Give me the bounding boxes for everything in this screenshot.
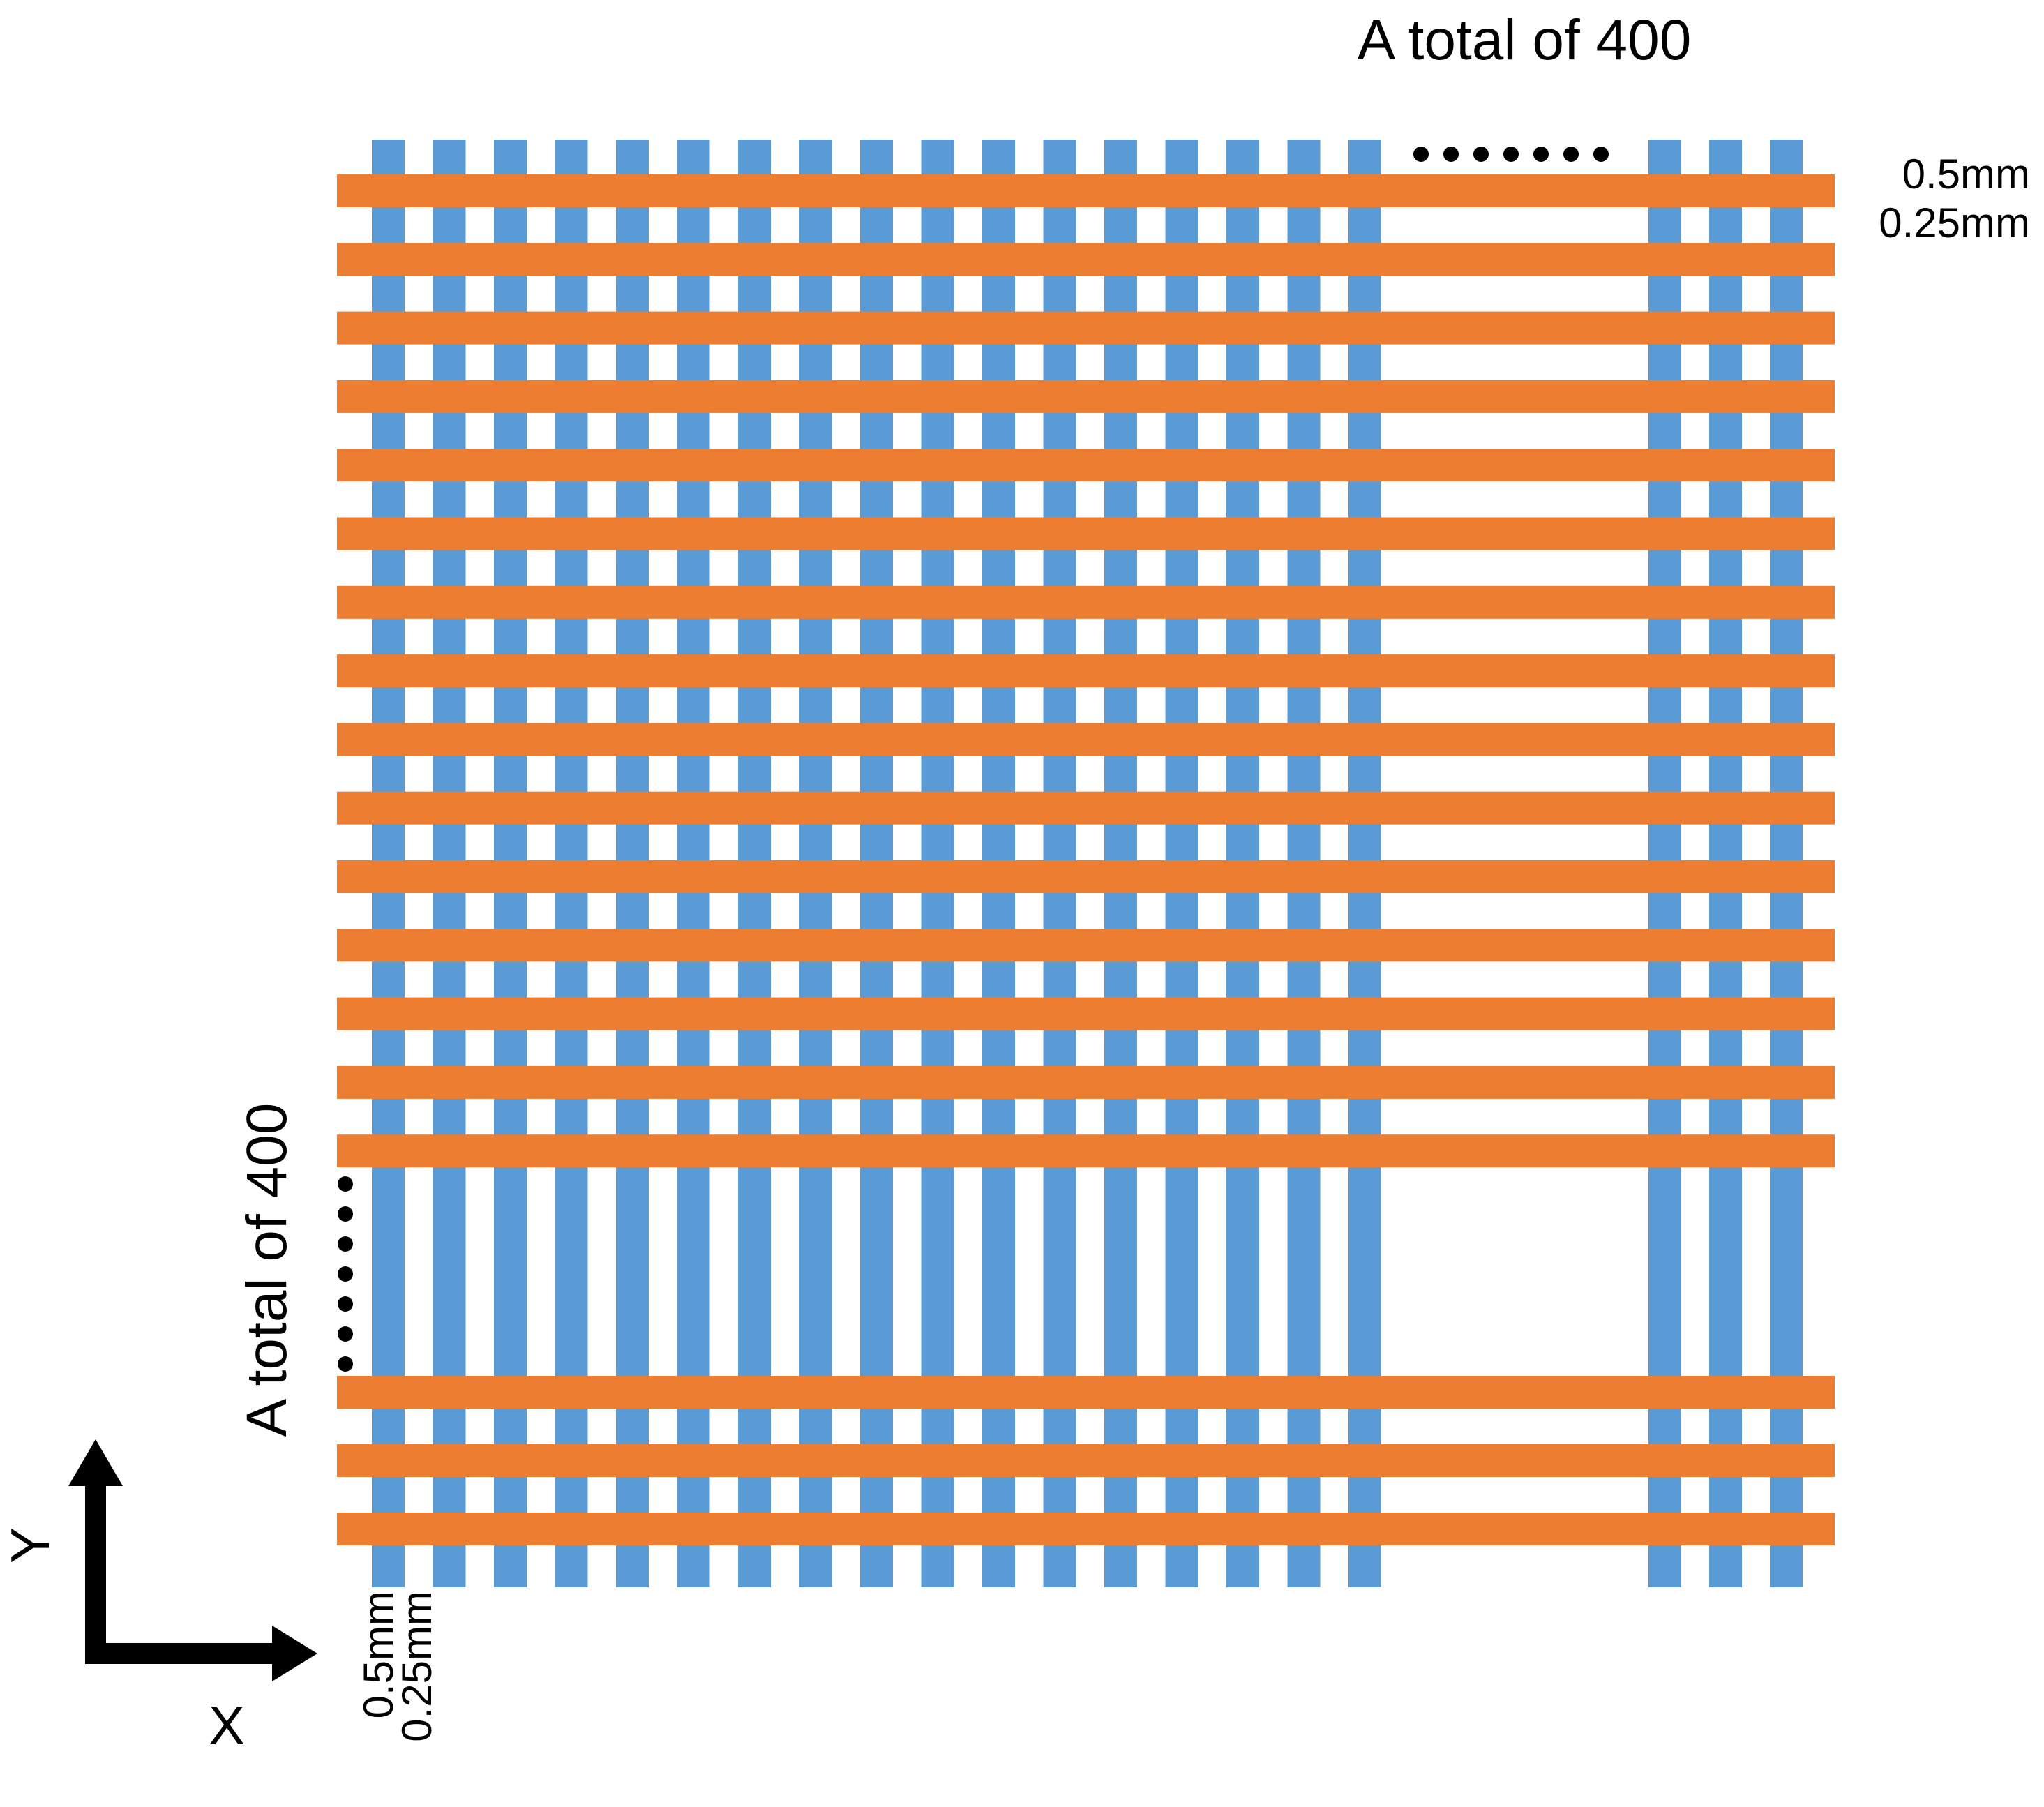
left-total-label: A total of 400 xyxy=(235,1103,299,1437)
horizontal-strips xyxy=(337,174,1835,1545)
x-axis-label: X xyxy=(209,1695,245,1756)
left-ellipsis-dots xyxy=(338,1176,353,1372)
left-ellipsis-dot xyxy=(338,1296,353,1312)
top-ellipsis-dot xyxy=(1593,147,1609,162)
top-ellipsis-dot xyxy=(1503,147,1519,162)
left-ellipsis-dot xyxy=(338,1236,353,1252)
right-width-label: 0.5mm xyxy=(1902,151,2030,197)
x-axis-arrowhead xyxy=(272,1626,317,1681)
horizontal-strip-10 xyxy=(337,791,1835,825)
x-axis-arrow xyxy=(85,1626,317,1681)
horizontal-strip-9 xyxy=(337,723,1835,756)
horizontal-strip-11 xyxy=(337,860,1835,893)
top-total-label: A total of 400 xyxy=(1358,8,1692,72)
horizontal-strip-15 xyxy=(337,1134,1835,1168)
horizontal-strip-7 xyxy=(337,585,1835,619)
top-ellipsis-dot xyxy=(1413,147,1429,162)
y-axis-arrow xyxy=(68,1439,123,1664)
y-axis-arrowhead xyxy=(68,1439,123,1486)
bottom-width-label: 0.5mm xyxy=(355,1591,402,1718)
left-ellipsis-dot xyxy=(338,1326,353,1342)
horizontal-strip-18 xyxy=(337,1513,1835,1545)
bottom-gap-label: 0.25mm xyxy=(393,1591,440,1742)
left-ellipsis-dot xyxy=(338,1356,353,1372)
top-ellipsis-dot xyxy=(1473,147,1489,162)
left-ellipsis-dot xyxy=(338,1266,353,1282)
top-ellipsis-dot xyxy=(1563,147,1579,162)
left-ellipsis-dot xyxy=(338,1176,353,1192)
horizontal-strip-1 xyxy=(337,174,1835,207)
horizontal-strip-3 xyxy=(337,311,1835,345)
horizontal-strip-13 xyxy=(337,997,1835,1030)
horizontal-strip-17 xyxy=(337,1444,1835,1477)
horizontal-strip-4 xyxy=(337,380,1835,413)
top-ellipsis-dot xyxy=(1533,147,1549,162)
horizontal-strip-5 xyxy=(337,449,1835,482)
horizontal-strip-14 xyxy=(337,1065,1835,1099)
left-ellipsis-dot xyxy=(338,1206,353,1222)
horizontal-strip-12 xyxy=(337,929,1835,962)
y-axis-label: Y xyxy=(0,1527,61,1564)
x-axis-shaft xyxy=(85,1643,273,1664)
horizontal-strip-8 xyxy=(337,654,1835,688)
top-ellipsis-dot xyxy=(1443,147,1459,162)
horizontal-strip-2 xyxy=(337,243,1835,276)
top-ellipsis-dots xyxy=(1413,147,1609,162)
right-gap-label: 0.25mm xyxy=(1879,200,2030,246)
y-axis-shaft xyxy=(85,1486,106,1664)
horizontal-strip-6 xyxy=(337,517,1835,550)
horizontal-strip-16 xyxy=(337,1376,1835,1409)
